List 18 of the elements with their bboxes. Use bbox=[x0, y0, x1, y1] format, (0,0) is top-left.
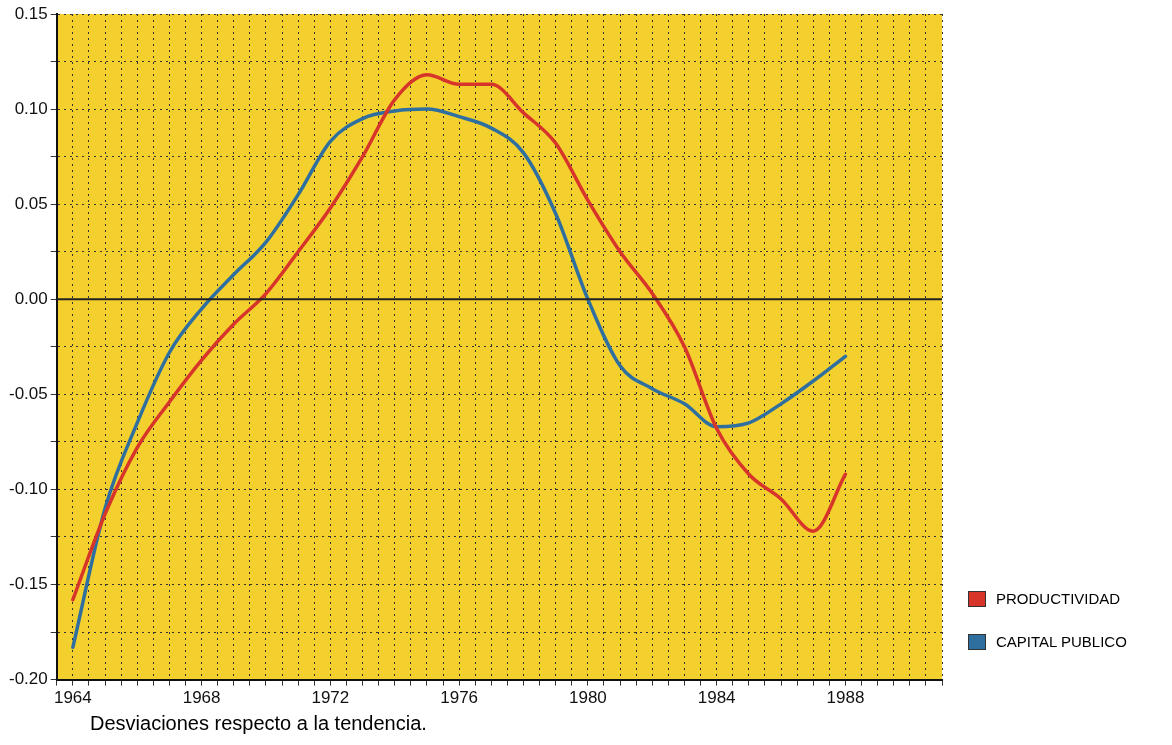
x-tick-label: 1980 bbox=[568, 688, 607, 708]
y-tick-label: 0.05 bbox=[14, 193, 48, 213]
x-tick-label: 1964 bbox=[53, 688, 92, 708]
x-tick-label: 1984 bbox=[697, 688, 736, 708]
y-tick-label: 0.15 bbox=[14, 3, 48, 23]
y-tick-label: 0.10 bbox=[14, 98, 48, 118]
legend-label: CAPITAL PUBLICO bbox=[996, 633, 1127, 650]
y-tick-label: -0.15 bbox=[9, 574, 48, 594]
text: Desviaciones respecto a la tendencia. bbox=[90, 712, 427, 735]
y-tick-label: -0.05 bbox=[9, 384, 48, 404]
x-tick-label: 1972 bbox=[311, 688, 350, 708]
y-tick-label: 0.00 bbox=[14, 288, 48, 308]
x-tick-label: 1968 bbox=[182, 688, 221, 708]
x-tick-label: 1988 bbox=[826, 688, 865, 708]
x-tick-label: 1976 bbox=[440, 688, 479, 708]
y-tick-label: -0.10 bbox=[9, 479, 48, 499]
y-tick-label: -0.20 bbox=[9, 669, 48, 689]
legend-label: PRODUCTIVIDAD bbox=[996, 590, 1121, 607]
